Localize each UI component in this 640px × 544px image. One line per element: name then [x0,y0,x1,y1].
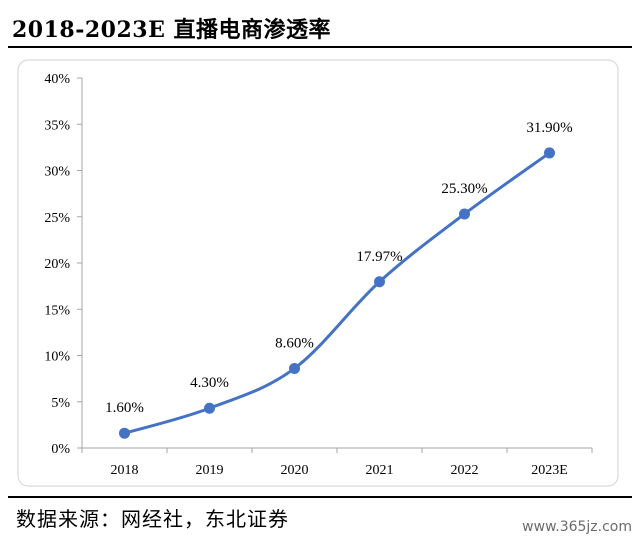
x-tick-label: 2021 [366,463,394,478]
data-point [374,276,385,288]
chart-title: 2018-2023E 直播电商渗透率 [12,17,332,43]
data-point [459,208,470,220]
data-point [204,402,215,414]
data-point [289,362,300,374]
x-tick-label: 2023E [531,463,568,478]
data-label: 1.60% [105,400,144,416]
y-tick-label: 25% [44,211,70,226]
data-label: 25.30% [441,181,487,197]
title-rule [8,46,632,48]
y-tick-label: 10% [44,350,70,365]
data-point [544,147,555,159]
data-source: 数据来源：网经社，东北证券 [16,507,289,531]
y-tick-label: 20% [44,257,70,272]
x-tick-label: 2022 [451,463,479,478]
data-point [119,427,130,439]
x-tick-label: 2018 [111,463,139,478]
x-tick-label: 2020 [281,463,309,478]
chart-frame [17,59,619,487]
x-tick-label: 2019 [196,463,224,478]
watermark: www.365jz.com [522,519,632,535]
data-label: 17.97% [356,249,402,265]
source-rule [8,496,632,498]
y-tick-label: 0% [51,442,70,457]
line-chart: 0% 5% 10% 15% 20% 25% 30% 35% 40% 2018 2019 2020 202… [17,59,619,487]
y-tick-label: 5% [51,396,70,411]
data-label: 31.90% [526,120,572,136]
data-label: 4.30% [190,375,229,391]
y-tick-label: 15% [44,303,70,318]
y-tick-label: 35% [44,118,70,133]
data-label: 8.60% [275,335,314,351]
y-tick-label: 30% [44,165,70,180]
y-tick-label: 40% [44,72,70,87]
